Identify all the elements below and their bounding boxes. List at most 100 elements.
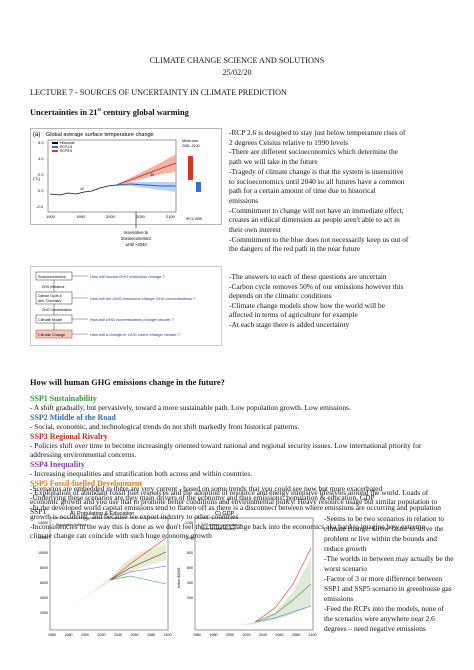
text-line: problem or live within the bounds and (324, 534, 437, 543)
fig-note: 42 (80, 187, 84, 191)
x-tick: 2050 (136, 214, 146, 219)
paragraph-text: -Scenarios are embedded in there are ver… (30, 484, 383, 493)
text-line: affected in terms of agriculture for exa… (229, 310, 358, 320)
x-tick: 2000 (106, 214, 116, 219)
x-tick-label: 2040 (259, 633, 267, 637)
text-line: -The answers to each of these questions … (229, 272, 387, 281)
text-line: degrees – need negative emissions (324, 624, 426, 633)
ssp-item: SSP4 Inequality - Increasing inequalitie… (30, 460, 446, 479)
text-line: their own interest (229, 225, 281, 234)
y-tick: -2.0 (36, 204, 44, 209)
x-tick-label: 1980 (210, 633, 218, 637)
fig-annotation: Insensitive to (124, 230, 149, 235)
text-line: 2 degrees Celsius relative to 1990 level… (229, 137, 349, 147)
question: How will the GHG emissions change GHG co… (90, 296, 196, 301)
box-label: Carbon Cycle & (38, 294, 62, 298)
fig-title: Global average surface temperature chang… (46, 132, 154, 138)
text-line: -Factor of 3 or more difference between (324, 574, 443, 583)
x-tick-label: 2060 (276, 633, 284, 637)
text-line: reduce growth (324, 544, 367, 553)
legend-entry: RCP2.6 (60, 145, 72, 149)
x-tick-label: 2000 (81, 633, 89, 637)
ssp-text: - A shift gradually, but pervasively, to… (30, 403, 351, 413)
y-tick-label: 8000 (40, 566, 48, 570)
fig-note: 39 (150, 173, 154, 177)
ssp-list: SSP1 Sustainability - A shift gradually,… (30, 394, 446, 516)
text-line: -There are different socioeconomics whic… (229, 147, 398, 157)
text-line: -RCP 2.6 is designed to stay just below … (229, 128, 406, 137)
paragraph-text: -Inconsistencies in the way this is done… (30, 521, 425, 541)
text-line: -Commitment to change will not have an i… (229, 205, 404, 215)
y-tick-label: 10000 (38, 551, 48, 555)
paragraph: -Scenarios are embedded in there are ver… (30, 484, 446, 493)
text-line: -Commitment to the blue does not necessa… (229, 234, 409, 244)
x-tick-label: 2100 (164, 633, 172, 637)
text-line: depends on the climatic conditions (229, 291, 332, 301)
x-tick-label: 2080 (147, 633, 155, 637)
y-tick: 2.0 (38, 172, 44, 177)
ssp-label: SSP3 Regional Rivalry (30, 431, 108, 441)
ssp-label: SSP4 Inequality (30, 459, 85, 469)
paragraphs: -Scenarios are embedded in there are ver… (30, 484, 446, 540)
question: How will GHG concentrations change clima… (90, 317, 174, 322)
fig-title: C) GDP (215, 511, 235, 517)
doc-date: 25/02/20 (222, 68, 252, 77)
y-tick: 0.0 (38, 188, 44, 193)
legend-entry: RCP8.5 (60, 149, 72, 153)
x-tick-label: 2080 (292, 633, 300, 637)
text-line: -The worlds in between may actually be t… (324, 554, 454, 563)
y-tick-label: 400 (187, 581, 193, 585)
ssp-item: SSP1 Sustainability - A shift gradually,… (30, 394, 446, 413)
y-tick-label: 6000 (40, 581, 48, 585)
box-label: Climate Model (38, 318, 62, 322)
paragraph-text: -In the developed world capital emission… (30, 502, 441, 522)
heading-sup: st (97, 108, 102, 114)
text-line: climate change: Grow faster to solve the (324, 524, 444, 533)
ssp-label: SSP1 Sustainability (30, 394, 97, 403)
y-tick-label: 1200 (185, 521, 193, 525)
y-tick-label: 200 (187, 596, 193, 600)
chain-figure: Socioeconomics GHG emissions Carbon Cycl… (30, 266, 222, 346)
heading-part: Uncertainties in 21 (30, 108, 98, 117)
y-tick: 6.0 (38, 140, 44, 145)
section-heading: How will human GHG emissions change in t… (30, 378, 225, 387)
text-line: to socioeconomics until 2040 so all futu… (229, 176, 405, 186)
heading-part: century global warming (101, 108, 189, 117)
text-line: the scenarios were anywhere near 2.6 (324, 614, 435, 623)
text-line: SSP1 and SSP5 scenario in greenhouse gas (324, 584, 452, 593)
gdp-figure: C) GDP 1200 1000 800 600 400 200 1960 1980 2000 2… (177, 511, 317, 637)
ssp-text: - Policies shift over time to become inc… (30, 441, 422, 460)
y-tick-label: 12000 (38, 536, 48, 540)
x-tick-label: 1960 (193, 633, 201, 637)
fig-source: IPCC AR5 (186, 217, 202, 221)
text-line: -Carbon cycle removes 50% of our emissio… (229, 281, 404, 291)
text-line: creates an ethical dimension as people a… (229, 215, 400, 225)
x-tick-label: 2100 (309, 633, 317, 637)
x-tick: 2100 (166, 214, 176, 219)
flow-label: GHG emissions (42, 285, 65, 289)
fig-note: other decadal studies) (201, 527, 235, 531)
box-label: Climate Change (38, 333, 65, 337)
question: How will a change in GHG conce change cl… (90, 332, 181, 337)
temperature-figure: (a) Global average surface temperature c… (30, 128, 222, 247)
lecture-title: LECTURE 7 - SOURCES OF UNCERTAINTY IN CL… (30, 88, 287, 97)
x-tick-label: 2020 (98, 633, 106, 637)
doc-title: CLIMATE CHANGE SCIENCE AND SOLUTIONS (149, 56, 325, 65)
fig-note: SSP number (compared to (201, 523, 242, 527)
legend-entry: Historical (60, 141, 75, 145)
paragraph: -Underlying these scenarios are they mai… (30, 493, 446, 502)
fig-annotation: Socioeconomics (121, 236, 152, 241)
paragraph-text: -Underlying these scenarios are they mai… (30, 493, 375, 503)
y-tick-label: 800 (187, 551, 193, 555)
text-line: -Seems to be two scenarios in relation t… (324, 514, 445, 523)
x-tick: 1950 (76, 214, 86, 219)
paragraph: -In the developed world capital emission… (30, 503, 446, 522)
x-tick-label: 2060 (131, 633, 139, 637)
x-tick-label: 1960 (48, 633, 56, 637)
y-tick-label: 4000 (40, 596, 48, 600)
x-tick-label: 2020 (243, 633, 251, 637)
question: How will human GHG emissions change ? (90, 274, 165, 279)
ssp-item: SSP3 Regional Rivalry - Policies shift o… (30, 432, 446, 460)
y-unit: (°C) (33, 176, 41, 181)
